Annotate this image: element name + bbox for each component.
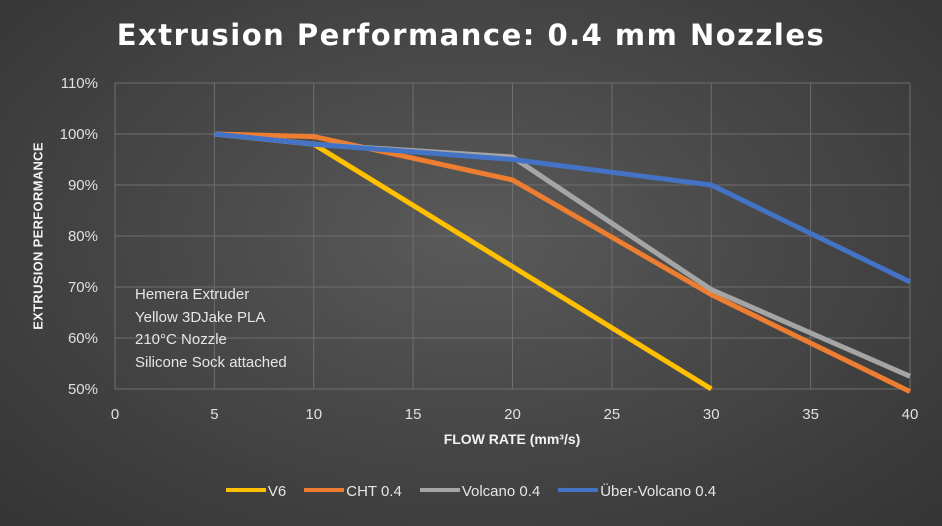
y-tick-label: 60% bbox=[68, 330, 98, 347]
x-tick-label: 5 bbox=[210, 406, 218, 423]
x-tick-label: 20 bbox=[504, 406, 521, 423]
annotation-line: Hemera Extruder bbox=[135, 286, 250, 303]
x-axis-label: FLOW RATE (mm³/s) bbox=[443, 431, 581, 447]
y-tick-label: 50% bbox=[68, 381, 98, 398]
y-tick-label: 90% bbox=[68, 177, 98, 194]
legend-item: CHT 0.4 bbox=[304, 483, 402, 500]
annotation-line: Yellow 3DJake PLA bbox=[135, 308, 266, 326]
legend-item: V6 bbox=[225, 483, 287, 500]
chart-title: Extrusion Performance: 0.4 mm Nozzles bbox=[116, 18, 826, 52]
legend-swatch bbox=[225, 488, 266, 493]
x-tick-label: 35 bbox=[802, 406, 819, 423]
y-tick-labels: 50% 60% 70% 80% 90% 100% 110% bbox=[60, 75, 98, 398]
y-tick-label: 110% bbox=[61, 75, 98, 92]
x-tick-label: 25 bbox=[604, 406, 621, 423]
x-tick-label: 10 bbox=[305, 406, 322, 423]
legend-swatch bbox=[558, 488, 599, 493]
x-tick-label: 30 bbox=[703, 406, 720, 423]
legend-label: Über-Volcano 0.4 bbox=[600, 483, 717, 500]
x-tick-label: 15 bbox=[405, 406, 422, 423]
y-tick-label: 70% bbox=[68, 279, 98, 296]
annotation: Hemera Extruder Yellow 3DJake PLA 210°C … bbox=[135, 284, 287, 374]
legend: V6 CHT 0.4 Volcano 0.4 Über-Volcano 0.4 bbox=[0, 483, 942, 500]
y-tick-label: 100% bbox=[60, 126, 98, 143]
x-tick-label: 40 bbox=[902, 406, 919, 423]
legend-item: Über-Volcano 0.4 bbox=[558, 483, 716, 500]
legend-swatch bbox=[419, 488, 460, 493]
y-tick-label: 80% bbox=[68, 228, 98, 245]
legend-item: Volcano 0.4 bbox=[419, 483, 541, 500]
legend-label: Volcano 0.4 bbox=[461, 483, 541, 500]
annotation-line: Silicone Sock attached bbox=[135, 353, 287, 371]
series-lines bbox=[214, 131, 912, 394]
annotation-line: 210°C Nozzle bbox=[135, 331, 227, 348]
series-line bbox=[214, 131, 912, 285]
legend-swatch bbox=[304, 488, 345, 493]
legend-label: CHT 0.4 bbox=[346, 483, 402, 500]
x-tick-labels: 0 5 10 15 20 25 30 35 40 bbox=[111, 406, 919, 423]
y-axis-label: EXTRUSION PERFORMANCE bbox=[30, 142, 46, 330]
legend-label: V6 bbox=[267, 483, 287, 500]
series-line bbox=[214, 131, 912, 394]
series-line bbox=[214, 131, 713, 392]
y-gridlines bbox=[115, 82, 910, 390]
x-tick-label: 0 bbox=[111, 406, 119, 423]
